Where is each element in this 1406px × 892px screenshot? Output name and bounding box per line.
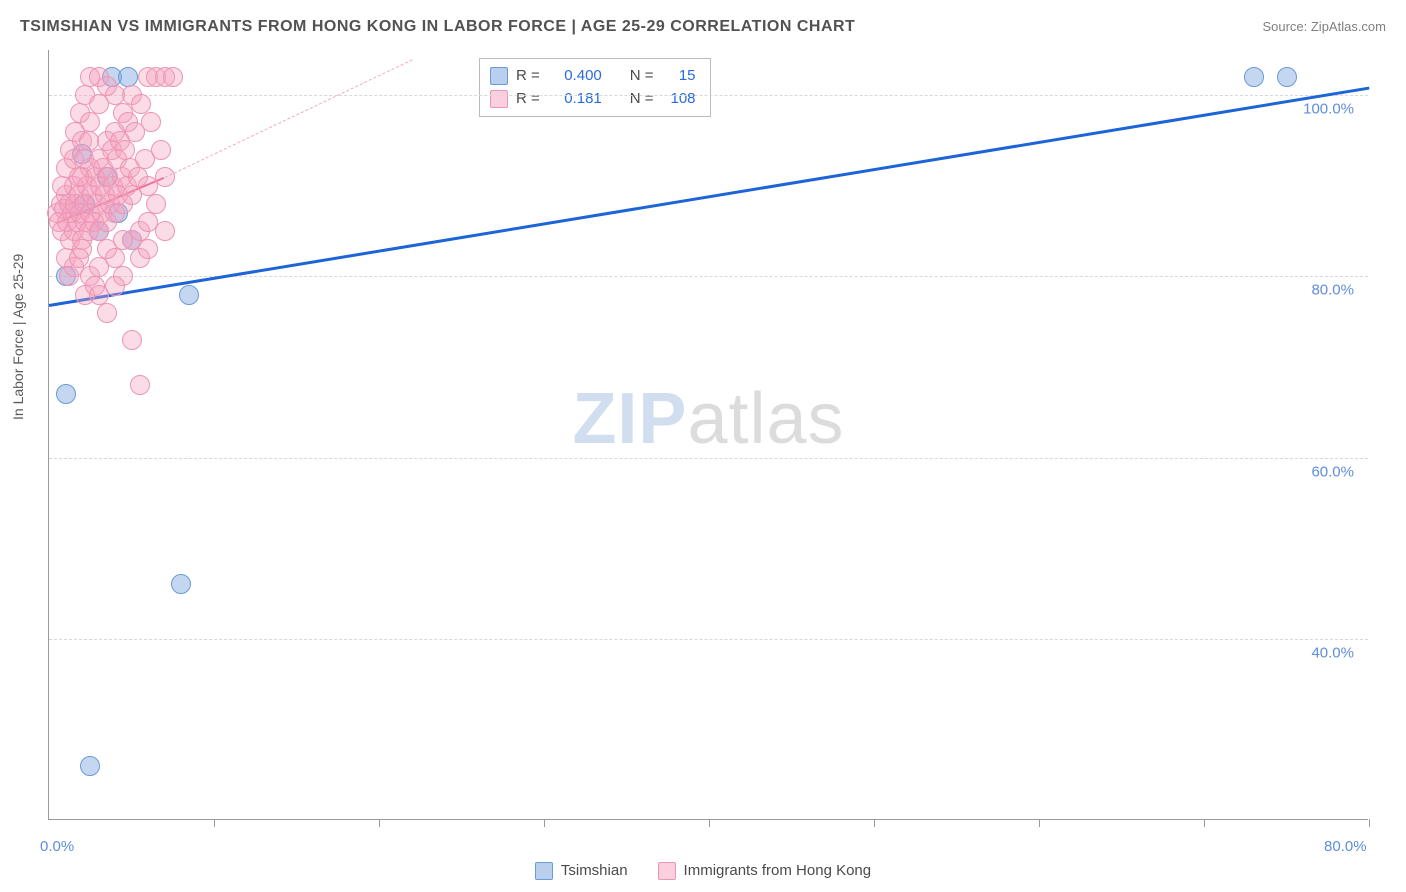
legend-r-value: 0.400 [548,65,602,88]
source-link[interactable]: ZipAtlas.com [1311,19,1386,34]
data-point [69,167,89,187]
legend-swatch [535,862,553,880]
data-point [69,248,89,268]
legend-label: Tsimshian [561,860,628,883]
data-point [151,140,171,160]
data-point [105,248,125,268]
y-tick-label: 100.0% [1303,101,1354,118]
watermark: ZIPatlas [572,378,844,460]
data-point [80,112,100,132]
x-tick [709,819,710,827]
bottom-legend-item: Immigrants from Hong Kong [658,860,872,883]
data-point [74,149,94,169]
data-point [56,384,76,404]
legend-n-label: N = [630,88,654,111]
y-tick-label: 40.0% [1311,644,1354,661]
data-point [118,67,138,87]
gridline-h [49,639,1368,640]
x-tick [874,819,875,827]
data-point [163,67,183,87]
data-point [115,140,135,160]
x-tick [544,819,545,827]
source-label: Source: ZipAtlas.com [1262,19,1386,34]
data-point [130,375,150,395]
gridline-h [49,95,1368,96]
legend-r-label: R = [516,65,540,88]
data-point [171,574,191,594]
data-point [59,266,79,286]
data-point [105,276,125,296]
legend-row: R = 0.400 N = 15 [490,65,696,88]
legend-r-label: R = [516,88,540,111]
data-point [141,112,161,132]
data-point [179,285,199,305]
legend-r-value: 0.181 [548,88,602,111]
data-point [1277,67,1297,87]
legend-swatch [658,862,676,880]
data-point [113,230,133,250]
data-point [1244,67,1264,87]
data-point [146,194,166,214]
trend-line [49,86,1369,306]
watermark-atlas: atlas [687,379,844,459]
data-point [97,303,117,323]
watermark-zip: ZIP [572,379,687,459]
legend-n-value: 15 [662,65,696,88]
legend-n-label: N = [630,65,654,88]
data-point [155,167,175,187]
x-tick [379,819,380,827]
plot-area: ZIPatlas R = 0.400 N = 15 R = 0.181 N = 108 40.… [48,50,1368,820]
x-tick [1039,819,1040,827]
source-prefix: Source: [1262,19,1310,34]
bottom-legend-item: Tsimshian [535,860,628,883]
data-point [80,756,100,776]
x-tick [214,819,215,827]
chart-title: TSIMSHIAN VS IMMIGRANTS FROM HONG KONG I… [20,18,855,36]
y-tick-label: 80.0% [1311,282,1354,299]
gridline-h [49,276,1368,277]
y-axis-label: In Labor Force | Age 25-29 [10,254,26,420]
trend-line [164,59,412,178]
y-tick-label: 60.0% [1311,463,1354,480]
header-row: TSIMSHIAN VS IMMIGRANTS FROM HONG KONG I… [20,18,1386,36]
data-point [122,330,142,350]
data-point [155,221,175,241]
x-tick [1369,819,1370,827]
data-point [89,94,109,114]
legend-n-value: 108 [662,88,696,111]
data-point [79,131,99,151]
bottom-legend: Tsimshian Immigrants from Hong Kong [0,860,1406,883]
x-end-label: 80.0% [1324,838,1367,855]
legend-row: R = 0.181 N = 108 [490,88,696,111]
data-point [131,94,151,114]
legend-swatch [490,67,508,85]
data-point [138,239,158,259]
x-tick [1204,819,1205,827]
stats-legend: R = 0.400 N = 15 R = 0.181 N = 108 [479,58,711,117]
legend-swatch [490,90,508,108]
x-origin-label: 0.0% [40,838,74,855]
legend-label: Immigrants from Hong Kong [684,860,872,883]
gridline-h [49,458,1368,459]
